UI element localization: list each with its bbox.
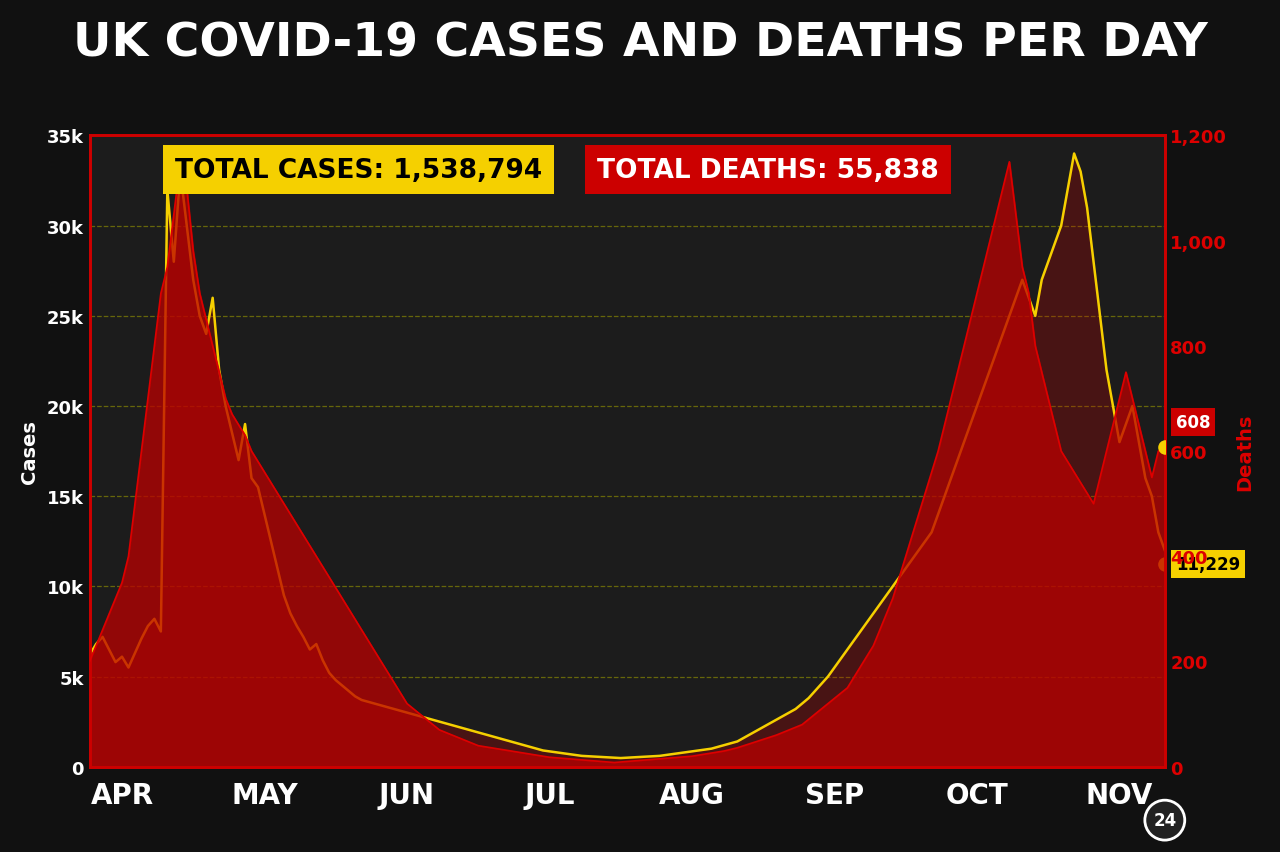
Text: UK COVID-19 CASES AND DEATHS PER DAY: UK COVID-19 CASES AND DEATHS PER DAY [73,21,1207,66]
Text: 608: 608 [1176,413,1211,431]
Y-axis label: Cases: Cases [19,420,38,483]
Text: 24: 24 [1153,811,1176,829]
Y-axis label: Deaths: Deaths [1235,413,1254,490]
Text: TOTAL CASES: 1,538,794: TOTAL CASES: 1,538,794 [175,158,541,183]
Text: TOTAL DEATHS: 55,838: TOTAL DEATHS: 55,838 [598,158,938,183]
Text: 11,229: 11,229 [1176,556,1240,573]
